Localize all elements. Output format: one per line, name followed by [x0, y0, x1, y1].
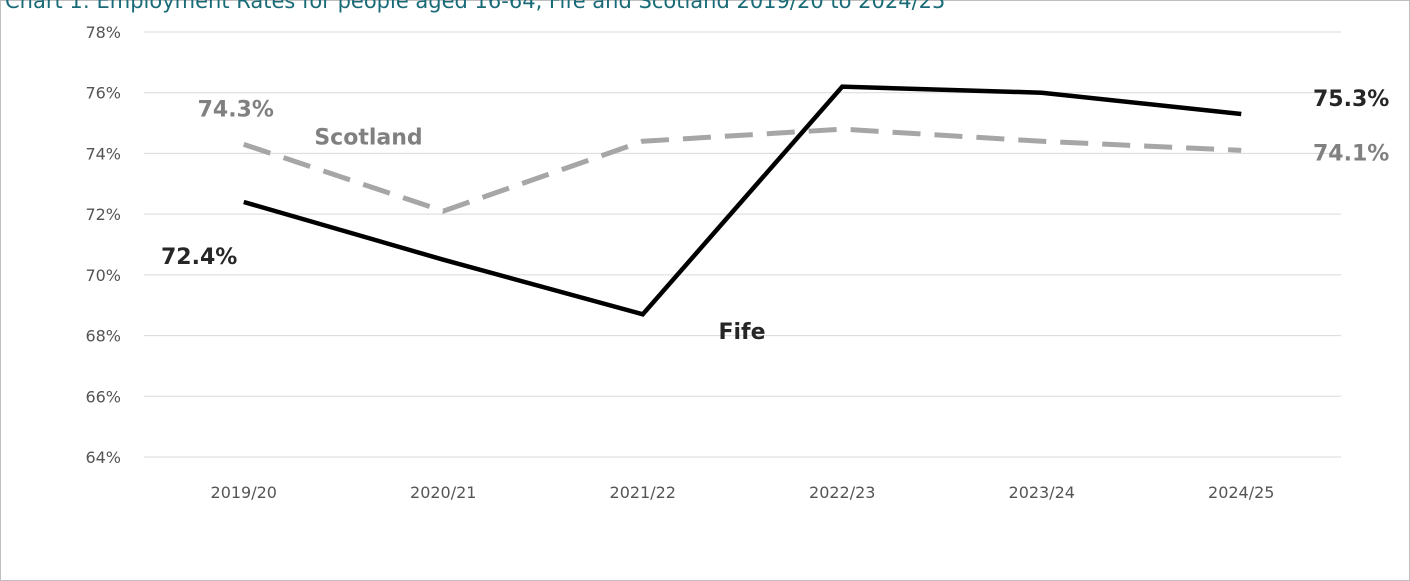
series-name-label-scotland: Scotland: [314, 125, 422, 150]
y-tick-label: 64%: [85, 448, 121, 467]
y-tick-label: 78%: [85, 23, 121, 42]
y-tick-label: 72%: [85, 205, 121, 224]
gridlines: [144, 31, 1341, 458]
x-tick-label: 2019/20: [211, 483, 277, 502]
y-tick-label: 76%: [85, 84, 121, 103]
data-labels: 74.3% 74.1% 72.4% 75.3% Scotland Fife: [161, 87, 1389, 345]
x-tick-label: 2022/23: [809, 483, 875, 502]
x-axis-ticks: 2019/20 2020/21 2021/22 2022/23 2023/24 2024/…: [211, 483, 1275, 502]
y-tick-label: 68%: [85, 327, 121, 346]
x-tick-label: 2024/25: [1208, 483, 1274, 502]
y-tick-label: 70%: [85, 266, 121, 285]
series-line-scotland: [242, 126, 1242, 214]
series-lines: [242, 84, 1242, 317]
x-tick-label: 2023/24: [1009, 483, 1075, 502]
y-tick-label: 74%: [85, 144, 121, 163]
series-name-label-fife: Fife: [718, 320, 765, 345]
chart-title: Chart 1: Employment Rates for people age…: [5, 0, 946, 13]
x-tick-label: 2021/22: [610, 483, 676, 502]
y-tick-label: 66%: [85, 387, 121, 406]
y-axis-ticks: 64% 66% 68% 70% 72% 74% 76% 78%: [85, 23, 121, 467]
data-label-scotland-first: 74.3%: [198, 97, 274, 122]
x-tick-label: 2020/21: [410, 483, 476, 502]
data-label-fife-first: 72.4%: [161, 245, 237, 270]
series-line-fife: [243, 84, 1242, 317]
data-label-fife-last: 75.3%: [1313, 87, 1389, 112]
data-label-scotland-last: 74.1%: [1313, 141, 1389, 166]
